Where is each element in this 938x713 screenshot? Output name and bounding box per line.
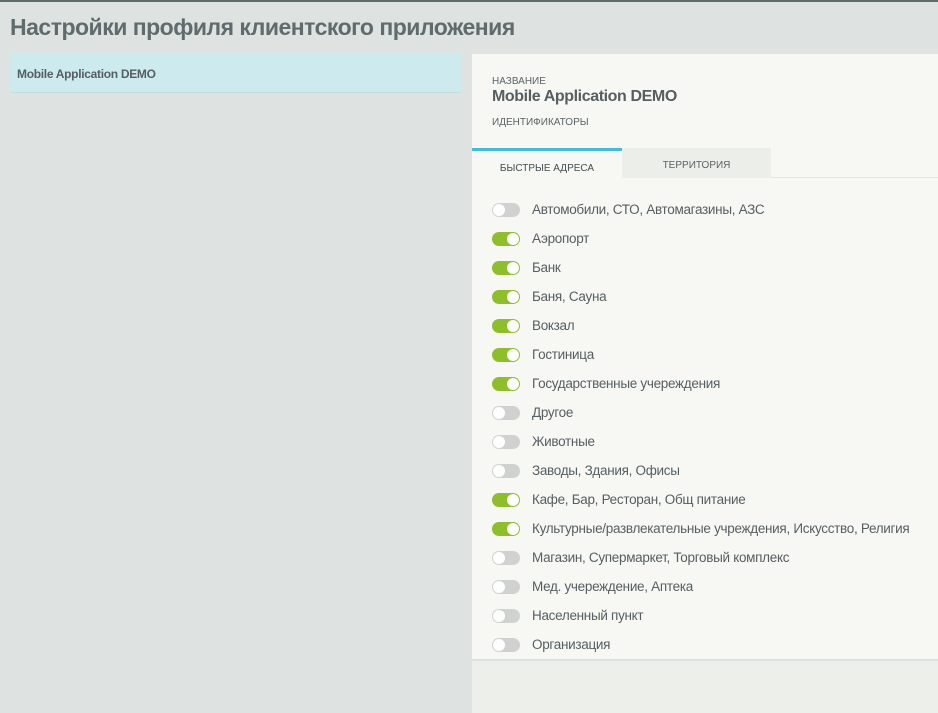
toggle-knob xyxy=(507,493,519,506)
item-label: Мед. учереждение, Аптека xyxy=(532,579,693,594)
toggle-knob xyxy=(493,580,505,593)
name-value: Mobile Application DEMO xyxy=(492,88,677,105)
quick-address-list: Автомобили, СТО, Автомагазины, АЗС Аэропо… xyxy=(492,195,910,659)
toggle-switch[interactable] xyxy=(492,608,520,623)
toggle-knob xyxy=(493,203,505,216)
list-item: Мед. учереждение, Аптека xyxy=(492,572,909,601)
toggle-knob xyxy=(507,232,519,245)
item-label: Баня, Сауна xyxy=(532,289,607,304)
page-title: Настройки профиля клиентского приложения xyxy=(10,14,515,40)
item-label: Другое xyxy=(532,405,574,420)
list-item: Организация xyxy=(492,630,909,659)
toggle-switch[interactable] xyxy=(492,637,520,652)
toggle-switch[interactable] xyxy=(492,202,520,217)
toggle-switch[interactable] xyxy=(492,260,520,275)
toggle-knob xyxy=(507,348,519,361)
toggle-switch[interactable] xyxy=(492,376,520,391)
item-label: Магазин, Супермаркет, Торговый комплекс xyxy=(532,550,790,565)
toggle-switch[interactable] xyxy=(492,405,520,420)
item-label: Вокзал xyxy=(532,318,575,333)
detail-panel: НАЗВАНИЕ Mobile Application DEMO ИДЕНТИФ… xyxy=(472,54,938,660)
item-label: Населенный пункт xyxy=(532,608,644,623)
item-label: Государственные учереждения xyxy=(532,376,720,391)
toggle-knob xyxy=(493,406,505,419)
item-label: Кафе, Бар, Ресторан, Общ питание xyxy=(532,492,746,507)
list-item: Населенный пункт xyxy=(492,601,909,630)
toggle-switch[interactable] xyxy=(492,318,520,333)
list-item: Магазин, Супермаркет, Торговый комплекс xyxy=(492,543,909,572)
toggle-knob xyxy=(493,609,505,622)
list-item: Автомобили, СТО, Автомагазины, АЗС xyxy=(492,195,909,224)
list-item: Животные xyxy=(492,427,909,456)
list-item: Заводы, Здания, Офисы xyxy=(492,456,909,485)
list-item: Культурные/развлекательные учреждения, И… xyxy=(492,514,910,543)
toggle-knob xyxy=(507,377,519,390)
toggle-knob xyxy=(507,261,519,274)
item-label: Организация xyxy=(532,637,611,652)
tab-territory[interactable]: ТЕРРИТОРИЯ xyxy=(622,148,771,178)
list-item: Вокзал xyxy=(492,311,909,340)
toggle-knob xyxy=(507,290,519,303)
list-item: Государственные учереждения xyxy=(492,369,909,398)
item-label: Гостиница xyxy=(532,347,594,362)
identifiers-label[interactable]: ИДЕНТИФИКАТОРЫ xyxy=(492,117,589,128)
item-label: Автомобили, СТО, Автомагазины, АЗС xyxy=(532,202,765,217)
tab-quick-addresses[interactable]: БЫСТРЫЕ АДРЕСА xyxy=(472,148,622,178)
sidebar-item-mobile-application-demo[interactable]: Mobile Application DEMO xyxy=(10,54,461,93)
item-label: Аэропорт xyxy=(532,231,590,246)
panel-footer xyxy=(472,661,938,713)
item-label: Культурные/развлекательные учреждения, И… xyxy=(532,521,910,536)
toggle-switch[interactable] xyxy=(492,492,520,507)
toggle-switch[interactable] xyxy=(492,550,520,565)
list-item: Гостиница xyxy=(492,340,909,369)
item-label: Заводы, Здания, Офисы xyxy=(532,463,680,478)
toggle-knob xyxy=(493,551,505,564)
item-label: Банк xyxy=(532,260,561,275)
item-label: Животные xyxy=(532,434,595,449)
list-item: Банк xyxy=(492,253,909,282)
list-item: Аэропорт xyxy=(492,224,909,253)
toggle-switch[interactable] xyxy=(492,579,520,594)
toggle-switch[interactable] xyxy=(492,347,520,362)
tab-bar: БЫСТРЫЕ АДРЕСА ТЕРРИТОРИЯ xyxy=(472,148,938,178)
toggle-switch[interactable] xyxy=(492,521,520,536)
list-item: Другое xyxy=(492,398,909,427)
top-bar xyxy=(0,0,938,2)
toggle-switch[interactable] xyxy=(492,434,520,449)
list-item: Кафе, Бар, Ресторан, Общ питание xyxy=(492,485,909,514)
name-label: НАЗВАНИЕ xyxy=(492,76,546,87)
list-item: Баня, Сауна xyxy=(492,282,909,311)
toggle-knob xyxy=(493,638,505,651)
toggle-knob xyxy=(507,319,519,332)
toggle-switch[interactable] xyxy=(492,231,520,246)
toggle-switch[interactable] xyxy=(492,289,520,304)
toggle-knob xyxy=(507,522,519,535)
toggle-switch[interactable] xyxy=(492,463,520,478)
toggle-knob xyxy=(493,464,505,477)
toggle-knob xyxy=(493,435,505,448)
